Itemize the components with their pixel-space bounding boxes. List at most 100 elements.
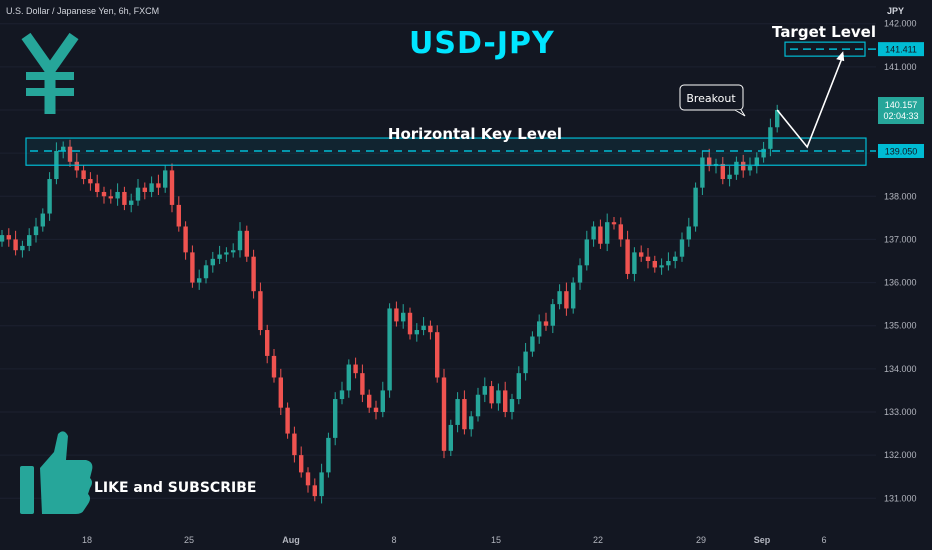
candle-body	[741, 161, 746, 171]
x-tick-label: 22	[593, 535, 603, 545]
candle-body	[652, 261, 657, 268]
candle-body	[312, 485, 317, 497]
candle-body	[530, 336, 535, 352]
candle-body	[645, 256, 651, 261]
candle-body	[101, 191, 107, 197]
candle-body	[550, 304, 555, 326]
target-price: 141.411	[885, 45, 917, 55]
candle-body	[88, 179, 93, 184]
candle-body	[74, 161, 79, 171]
last-price: 140.157	[885, 100, 918, 110]
candle-body	[108, 196, 113, 199]
candle-body	[761, 148, 766, 158]
y-tick-label: 141.000	[884, 62, 917, 72]
candle-body	[693, 187, 698, 227]
candle-body	[115, 191, 120, 199]
candle-body	[197, 278, 202, 283]
candle-body	[169, 170, 175, 205]
x-tick-label: 15	[491, 535, 501, 545]
axes: 131.000 132.000 133.000 134.000 135.000 136.0…	[82, 19, 924, 545]
annotations: Horizontal Key Level Target Level Breakout	[20, 23, 876, 514]
y-tick-label: 134.000	[884, 364, 917, 374]
candle-body	[333, 399, 338, 438]
candle-body	[258, 291, 263, 331]
candles	[0, 104, 780, 504]
grid	[0, 23, 876, 499]
candle-body	[244, 230, 249, 257]
candle-body	[496, 390, 501, 404]
candle-body	[605, 222, 610, 244]
candle-body	[509, 399, 515, 412]
last-price-tag	[878, 97, 924, 125]
candle-body	[754, 157, 759, 167]
candle-body	[142, 187, 147, 192]
candle-body	[156, 183, 161, 188]
symbol-label[interactable]: U.S. Dollar / Japanese Yen, 6h, FXCM	[6, 6, 160, 16]
y-tick-label: 142.000	[884, 19, 917, 29]
y-tick-label: 133.000	[884, 407, 917, 417]
candle-body	[775, 110, 780, 128]
candle-body	[462, 399, 467, 430]
candle-body	[27, 235, 32, 246]
y-tick-label: 131.000	[884, 493, 917, 503]
candle-body	[639, 252, 644, 257]
chart-title: USD-JPY	[409, 26, 555, 61]
x-tick-label: 25	[184, 535, 194, 545]
y-tick-label: 135.000	[884, 321, 917, 331]
candle-body	[673, 256, 678, 261]
candle-body	[149, 183, 154, 192]
candle-body	[625, 239, 630, 274]
candle-body	[224, 252, 229, 255]
candle-body	[707, 157, 712, 167]
countdown: 02:04:33	[883, 111, 918, 121]
candle-body	[251, 256, 256, 292]
candle-body	[13, 239, 18, 251]
candle-body	[81, 170, 86, 180]
candle-body	[367, 394, 372, 408]
candle-body	[210, 258, 215, 266]
candle-body	[401, 312, 406, 322]
key-level-zone	[25, 137, 867, 166]
x-tick-label: 29	[696, 535, 706, 545]
candle-body	[686, 226, 691, 240]
candle-body	[618, 224, 623, 240]
candle-body	[292, 433, 297, 456]
target-zone	[784, 41, 866, 57]
x-tick-label: 8	[391, 535, 396, 545]
candle-body	[47, 179, 52, 214]
candle-body	[421, 325, 426, 331]
candle-body	[516, 373, 521, 400]
candle-body	[299, 455, 304, 473]
candle-body	[469, 416, 474, 430]
breakout-label: Breakout	[686, 92, 736, 105]
candle-body	[734, 161, 739, 175]
candle-body	[353, 364, 358, 374]
y-tick-label: 132.000	[884, 450, 917, 460]
candle-body	[632, 252, 637, 274]
candle-body	[747, 166, 753, 171]
candle-body	[380, 390, 385, 412]
candle-body	[183, 226, 188, 253]
candle-body	[679, 239, 685, 257]
candle-body	[6, 235, 11, 240]
candle-body	[441, 377, 447, 451]
candle-body	[305, 472, 311, 486]
candle-body	[720, 163, 725, 180]
candle-body	[95, 183, 100, 192]
candle-body	[435, 332, 440, 378]
candle-body	[237, 230, 243, 251]
candle-body	[394, 308, 399, 322]
candle-body	[489, 386, 494, 404]
candle-body	[591, 226, 596, 240]
candle-body	[135, 187, 141, 201]
candle-body	[373, 407, 379, 412]
candle-body	[475, 394, 481, 417]
candle-body	[0, 235, 5, 242]
candle-body	[61, 146, 66, 151]
candle-body	[557, 291, 562, 305]
key-level-label: Horizontal Key Level	[388, 125, 562, 143]
candle-body	[523, 351, 528, 374]
candle-body	[265, 330, 270, 356]
candle-body	[700, 157, 705, 188]
